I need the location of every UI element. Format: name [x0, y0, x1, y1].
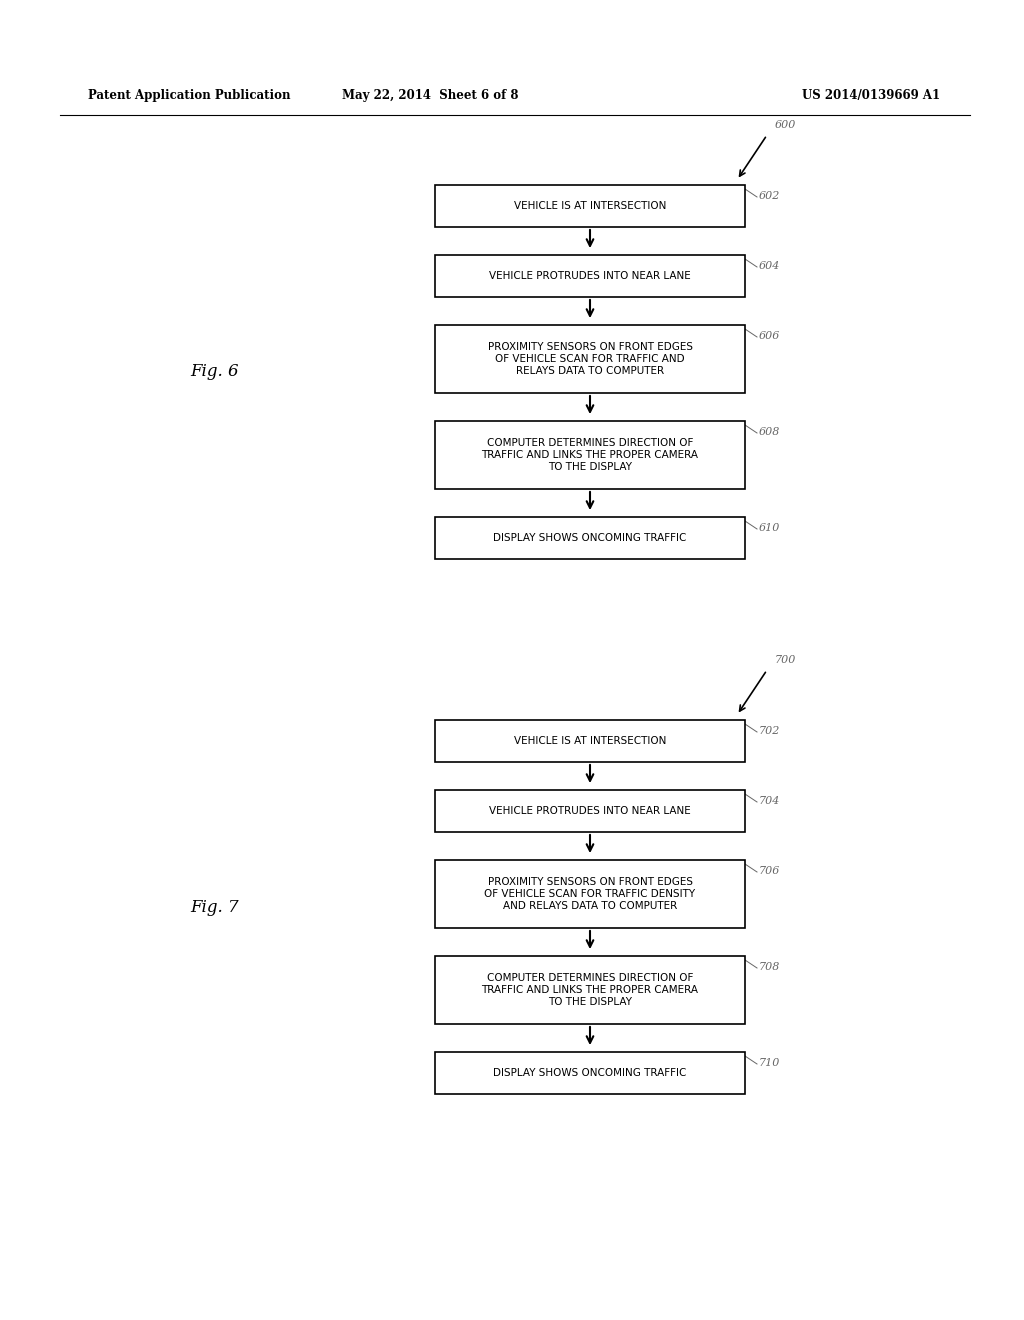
Text: May 22, 2014  Sheet 6 of 8: May 22, 2014 Sheet 6 of 8	[342, 88, 518, 102]
Text: Fig. 6: Fig. 6	[190, 363, 240, 380]
Text: COMPUTER DETERMINES DIRECTION OF
TRAFFIC AND LINKS THE PROPER CAMERA
TO THE DISP: COMPUTER DETERMINES DIRECTION OF TRAFFIC…	[481, 438, 698, 471]
Text: VEHICLE IS AT INTERSECTION: VEHICLE IS AT INTERSECTION	[514, 737, 667, 746]
Text: 702: 702	[759, 726, 780, 737]
Text: 610: 610	[759, 523, 780, 533]
Bar	[435, 517, 745, 558]
Text: 700: 700	[775, 655, 797, 665]
Text: DISPLAY SHOWS ONCOMING TRAFFIC: DISPLAY SHOWS ONCOMING TRAFFIC	[494, 1068, 687, 1078]
Text: 606: 606	[759, 331, 780, 341]
Text: PROXIMITY SENSORS ON FRONT EDGES
OF VEHICLE SCAN FOR TRAFFIC AND
RELAYS DATA TO : PROXIMITY SENSORS ON FRONT EDGES OF VEHI…	[487, 342, 692, 376]
Bar	[435, 325, 745, 393]
Bar	[435, 956, 745, 1024]
Text: Fig. 7: Fig. 7	[190, 899, 240, 916]
Bar	[435, 255, 745, 297]
Text: 608: 608	[759, 426, 780, 437]
Text: VEHICLE IS AT INTERSECTION: VEHICLE IS AT INTERSECTION	[514, 201, 667, 211]
Text: PROXIMITY SENSORS ON FRONT EDGES
OF VEHICLE SCAN FOR TRAFFIC DENSITY
AND RELAYS : PROXIMITY SENSORS ON FRONT EDGES OF VEHI…	[484, 878, 695, 911]
Text: 706: 706	[759, 866, 780, 876]
Text: DISPLAY SHOWS ONCOMING TRAFFIC: DISPLAY SHOWS ONCOMING TRAFFIC	[494, 533, 687, 543]
Text: 710: 710	[759, 1059, 780, 1068]
Text: VEHICLE PROTRUDES INTO NEAR LANE: VEHICLE PROTRUDES INTO NEAR LANE	[489, 807, 691, 816]
Bar	[435, 1052, 745, 1094]
Text: 704: 704	[759, 796, 780, 807]
Bar	[435, 719, 745, 762]
Text: 708: 708	[759, 962, 780, 972]
Bar	[435, 861, 745, 928]
Bar	[435, 421, 745, 488]
Text: COMPUTER DETERMINES DIRECTION OF
TRAFFIC AND LINKS THE PROPER CAMERA
TO THE DISP: COMPUTER DETERMINES DIRECTION OF TRAFFIC…	[481, 973, 698, 1007]
Text: Patent Application Publication: Patent Application Publication	[88, 88, 291, 102]
Text: US 2014/0139669 A1: US 2014/0139669 A1	[802, 88, 940, 102]
Text: VEHICLE PROTRUDES INTO NEAR LANE: VEHICLE PROTRUDES INTO NEAR LANE	[489, 271, 691, 281]
Text: 604: 604	[759, 261, 780, 271]
Text: 602: 602	[759, 191, 780, 201]
Bar	[435, 789, 745, 832]
Bar	[435, 185, 745, 227]
Text: 600: 600	[775, 120, 797, 129]
